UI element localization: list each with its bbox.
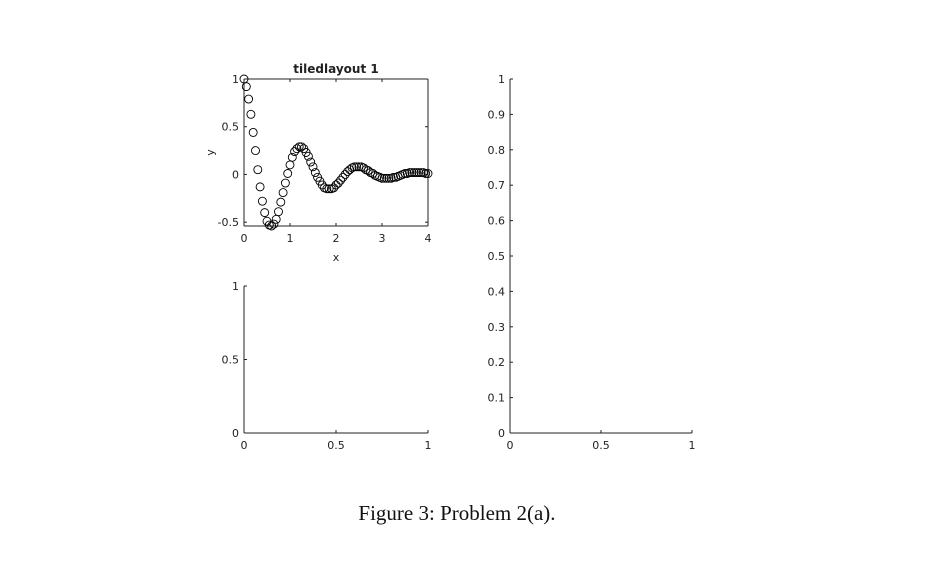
point xyxy=(274,207,283,217)
x-axis-label: x xyxy=(333,251,340,264)
point xyxy=(329,183,339,193)
x-tick-label: 0 xyxy=(241,439,248,452)
point xyxy=(400,169,410,178)
point xyxy=(303,151,313,161)
point xyxy=(412,168,421,177)
point xyxy=(251,146,260,156)
point xyxy=(407,168,417,177)
caption: Figure 3: Problem 2(a). xyxy=(358,501,555,525)
y-tick-label: 0.5 xyxy=(222,354,240,367)
y-tick-label: 1 xyxy=(232,73,239,86)
y-tick-label: 0.9 xyxy=(488,108,506,121)
x-tick-label: 0 xyxy=(507,439,514,452)
y-tick-label: 0.4 xyxy=(488,285,506,298)
y-tick-label: 0.2 xyxy=(488,356,506,369)
point xyxy=(338,172,348,182)
y-tick-label: 1 xyxy=(498,73,505,86)
point xyxy=(257,196,267,206)
y-axis-label: y xyxy=(204,149,217,156)
point xyxy=(246,109,256,119)
point xyxy=(384,173,394,183)
point xyxy=(278,188,288,198)
point xyxy=(248,128,258,137)
x-tick-label: 2 xyxy=(333,232,340,245)
point xyxy=(322,184,332,194)
x-tick-label: 3 xyxy=(379,232,386,245)
point xyxy=(292,144,302,154)
x-tick-label: 1 xyxy=(689,439,696,452)
point xyxy=(276,197,286,207)
point xyxy=(310,168,320,177)
point xyxy=(352,162,362,172)
point xyxy=(331,180,341,190)
point xyxy=(414,168,424,177)
y-tick-label: 0 xyxy=(498,427,505,440)
y-tick-label: 0.3 xyxy=(488,321,506,334)
point xyxy=(359,163,369,173)
x-tick-label: 1 xyxy=(287,232,294,245)
y-tick-label: 0.5 xyxy=(222,121,240,134)
point xyxy=(283,169,293,178)
y-tick-label: 1 xyxy=(232,280,239,293)
point xyxy=(324,184,334,194)
point xyxy=(377,173,387,183)
point xyxy=(287,152,297,162)
y-tick-label: -0.5 xyxy=(218,216,239,229)
point xyxy=(421,169,431,178)
point xyxy=(389,172,398,182)
x-tick-label: 0.5 xyxy=(327,439,345,452)
point xyxy=(409,168,419,177)
point xyxy=(269,219,279,229)
point xyxy=(416,168,426,177)
point xyxy=(267,221,277,231)
point xyxy=(271,214,281,224)
chart-title: tiledlayout 1 xyxy=(293,62,378,76)
point xyxy=(244,94,254,104)
point xyxy=(253,165,263,175)
point xyxy=(405,168,415,177)
x-tick-label: 0.5 xyxy=(592,439,610,452)
point xyxy=(379,173,389,183)
x-tick-label: 0 xyxy=(241,232,248,245)
x-tick-label: 1 xyxy=(425,439,432,452)
point xyxy=(333,178,343,188)
point xyxy=(260,208,270,218)
point xyxy=(285,160,295,170)
y-tick-label: 0.8 xyxy=(488,144,506,157)
y-tick-label: 0.7 xyxy=(488,179,506,192)
point xyxy=(349,162,359,172)
point xyxy=(363,166,373,176)
point xyxy=(340,170,350,179)
point xyxy=(368,169,378,178)
point xyxy=(294,142,304,152)
point xyxy=(308,162,318,172)
point xyxy=(306,157,316,167)
y-tick-label: 0.6 xyxy=(488,215,506,228)
y-tick-label: 0.1 xyxy=(488,392,506,405)
y-tick-label: 0 xyxy=(232,427,239,440)
point xyxy=(241,82,251,92)
point xyxy=(382,173,392,183)
point xyxy=(290,147,300,156)
point xyxy=(336,175,346,185)
y-tick-label: 0 xyxy=(232,168,239,181)
x-tick-label: 4 xyxy=(425,232,432,245)
point xyxy=(297,142,306,152)
point xyxy=(280,178,290,188)
point xyxy=(423,169,433,178)
point xyxy=(255,182,265,192)
y-tick-label: 0.5 xyxy=(488,250,506,263)
